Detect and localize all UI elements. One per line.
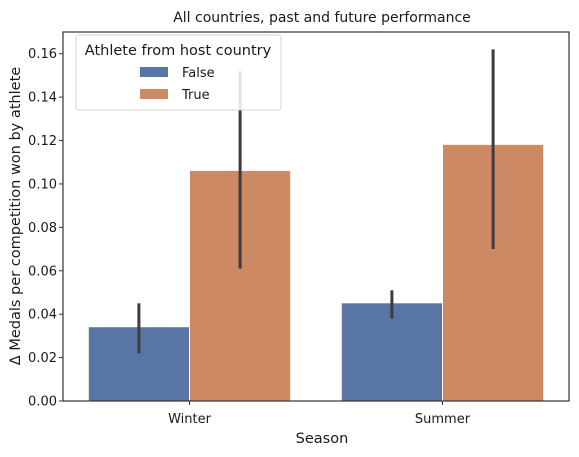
x-axis: Winter Summer [168, 401, 471, 427]
y-tick-label: 0.12 [28, 134, 57, 149]
y-tick-label: 0.14 [28, 91, 57, 106]
x-tick-label: Summer [415, 412, 471, 427]
y-tick-label: 0.06 [28, 264, 57, 279]
chart-title: All countries, past and future performan… [173, 10, 471, 26]
legend-label-true: True [181, 88, 210, 103]
y-tick-label: 0.04 [28, 308, 57, 323]
legend-swatch-true [140, 89, 168, 99]
y-axis: 0.00 0.02 0.04 0.06 0.08 0.10 0.12 0.14 0.16 [28, 47, 63, 410]
y-axis-label: Δ Medals per competition won by athlete [8, 67, 24, 365]
y-tick-label: 0.02 [28, 351, 57, 366]
legend: Athlete from host country False True [75, 34, 282, 111]
legend-frame [75, 34, 282, 111]
y-tick-label: 0.08 [28, 221, 57, 236]
x-axis-label: Season [296, 431, 349, 447]
legend-swatch-false [140, 67, 168, 77]
bar-summer-false [341, 303, 442, 401]
plot-frame [62, 31, 570, 402]
bars-layer [88, 144, 544, 401]
legend-title: Athlete from host country [85, 43, 272, 59]
y-tick-label: 0.00 [28, 395, 57, 410]
legend-label-false: False [182, 66, 215, 81]
x-tick-label: Winter [168, 412, 212, 427]
y-tick-label: 0.10 [28, 177, 57, 192]
y-tick-label: 0.16 [28, 47, 57, 62]
